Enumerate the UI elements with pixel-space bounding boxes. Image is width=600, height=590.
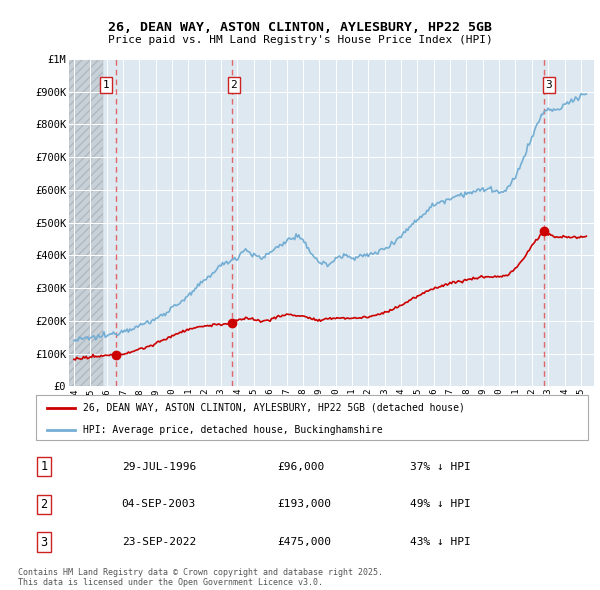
Text: 2: 2 — [40, 498, 47, 511]
Text: 49% ↓ HPI: 49% ↓ HPI — [410, 500, 470, 509]
Text: 04-SEP-2003: 04-SEP-2003 — [122, 500, 196, 509]
Text: 1: 1 — [103, 80, 110, 90]
Text: £96,000: £96,000 — [277, 462, 325, 471]
Bar — [69, 59, 103, 386]
FancyBboxPatch shape — [36, 395, 588, 440]
Text: 26, DEAN WAY, ASTON CLINTON, AYLESBURY, HP22 5GB: 26, DEAN WAY, ASTON CLINTON, AYLESBURY, … — [108, 21, 492, 34]
Text: 26, DEAN WAY, ASTON CLINTON, AYLESBURY, HP22 5GB (detached house): 26, DEAN WAY, ASTON CLINTON, AYLESBURY, … — [83, 403, 465, 412]
Text: 23-SEP-2022: 23-SEP-2022 — [122, 537, 196, 547]
Text: £193,000: £193,000 — [277, 500, 331, 509]
Text: Price paid vs. HM Land Registry's House Price Index (HPI): Price paid vs. HM Land Registry's House … — [107, 35, 493, 45]
Text: 3: 3 — [545, 80, 552, 90]
Text: 43% ↓ HPI: 43% ↓ HPI — [410, 537, 470, 547]
Text: 1: 1 — [40, 460, 47, 473]
Text: 29-JUL-1996: 29-JUL-1996 — [122, 462, 196, 471]
Text: 37% ↓ HPI: 37% ↓ HPI — [410, 462, 470, 471]
Text: £475,000: £475,000 — [277, 537, 331, 547]
Text: Contains HM Land Registry data © Crown copyright and database right 2025.
This d: Contains HM Land Registry data © Crown c… — [18, 568, 383, 587]
Text: 2: 2 — [230, 80, 237, 90]
Text: 3: 3 — [40, 536, 47, 549]
Text: HPI: Average price, detached house, Buckinghamshire: HPI: Average price, detached house, Buck… — [83, 425, 383, 435]
